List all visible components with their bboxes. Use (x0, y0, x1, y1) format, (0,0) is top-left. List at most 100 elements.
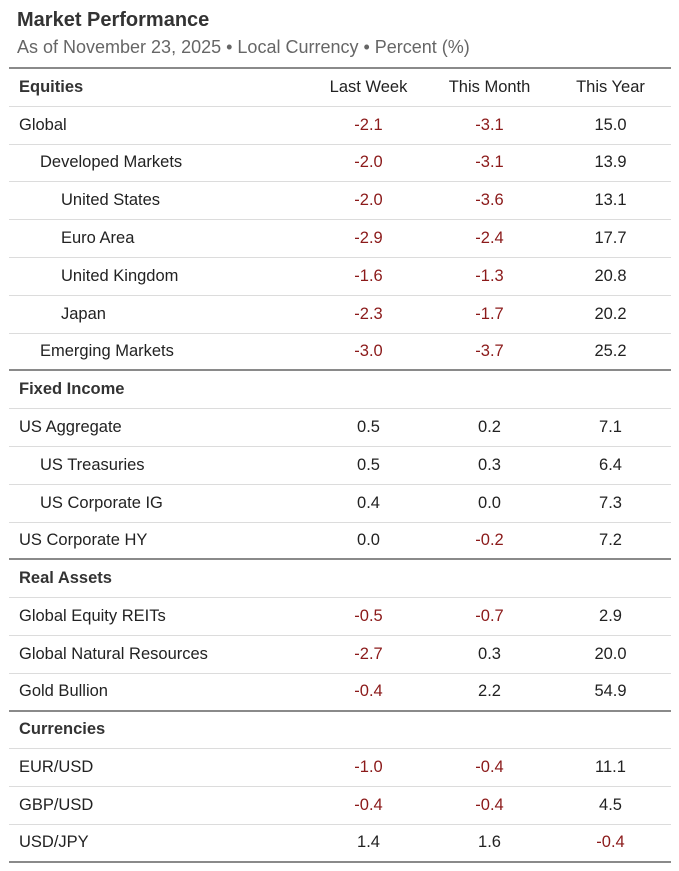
value-cell: -3.7 (475, 341, 504, 360)
row-label: USD/JPY (19, 833, 89, 852)
value-cell: -2.0 (354, 191, 383, 210)
row-label: Euro Area (61, 229, 135, 248)
column-header: Last Week (329, 77, 408, 96)
value-cell: 20.8 (594, 266, 627, 285)
row-label: US Treasuries (40, 455, 145, 474)
row-label: Emerging Markets (40, 341, 174, 360)
value-cell: 17.7 (594, 229, 627, 248)
row-label: Japan (61, 304, 106, 323)
row-label: US Corporate IG (40, 493, 163, 512)
value-cell: -1.7 (475, 304, 504, 323)
data-row: United Kingdom -1.6 -1.3 20.8 (9, 258, 671, 296)
value-cell: -0.4 (475, 796, 504, 815)
value-cell: 2.9 (599, 607, 622, 626)
row-label: US Corporate HY (19, 530, 148, 549)
section-name: Equities (19, 77, 84, 96)
value-cell: 0.5 (357, 418, 380, 437)
section-name: Fixed Income (19, 380, 125, 399)
data-row: Global -2.1 -3.1 15.0 (9, 107, 671, 145)
data-row: Euro Area -2.9 -2.4 17.7 (9, 220, 671, 258)
value-cell: 0.0 (478, 493, 501, 512)
value-cell: 7.2 (599, 530, 622, 549)
row-label: United States (61, 191, 161, 210)
value-cell: -1.0 (354, 758, 383, 777)
section-header-row: Equities Last Week This Month This Year (9, 69, 671, 107)
data-row: Emerging Markets -3.0 -3.7 25.2 (9, 334, 671, 372)
section-name: Currencies (19, 720, 106, 739)
value-cell: -1.3 (475, 266, 504, 285)
value-cell: 1.4 (357, 833, 380, 852)
value-cell: -2.4 (475, 229, 504, 248)
value-cell: -0.2 (475, 530, 504, 549)
row-label: United Kingdom (61, 266, 179, 285)
data-row: USD/JPY 1.4 1.6 -0.4 (9, 825, 671, 863)
data-row: Developed Markets -2.0 -3.1 13.9 (9, 145, 671, 183)
row-label: Global Equity REITs (19, 607, 166, 626)
value-cell: -0.4 (596, 833, 625, 852)
row-label: US Aggregate (19, 418, 122, 437)
data-row: GBP/USD -0.4 -0.4 4.5 (9, 787, 671, 825)
value-cell: 15.0 (594, 115, 627, 134)
value-cell: 13.9 (594, 153, 627, 172)
value-cell: 6.4 (599, 455, 622, 474)
row-label: Gold Bullion (19, 682, 108, 701)
value-cell: -3.1 (475, 153, 504, 172)
title: Market Performance (17, 9, 210, 31)
row-label: GBP/USD (19, 796, 94, 815)
column-header: This Year (576, 77, 645, 96)
value-cell: 0.3 (478, 644, 501, 663)
value-cell: 0.3 (478, 455, 501, 474)
value-cell: -2.7 (354, 644, 383, 663)
value-cell: -0.5 (354, 607, 383, 626)
value-cell: 0.4 (357, 493, 380, 512)
section-header-row: Currencies (9, 712, 671, 750)
section-header-row: Real Assets (9, 560, 671, 599)
data-row: Global Natural Resources -2.7 0.3 20.0 (9, 636, 671, 674)
section-name: Real Assets (19, 569, 112, 588)
data-row: US Corporate HY 0.0 -0.2 7.2 (9, 523, 671, 561)
section-header-row: Fixed Income (9, 371, 671, 410)
data-row: Gold Bullion -0.4 2.2 54.9 (9, 674, 671, 712)
value-cell: 4.5 (599, 796, 622, 815)
value-cell: 7.1 (599, 418, 622, 437)
value-cell: 20.0 (594, 644, 627, 663)
value-cell: -3.0 (354, 341, 383, 360)
data-row: US Treasuries 0.5 0.3 6.4 (9, 447, 671, 485)
row-label: Global (19, 115, 67, 134)
value-cell: -2.0 (354, 153, 383, 172)
value-cell: 0.0 (357, 530, 380, 549)
data-row: US Aggregate 0.5 0.2 7.1 (9, 409, 671, 447)
value-cell: 0.2 (478, 418, 501, 437)
value-cell: 2.2 (478, 682, 501, 701)
table: Equities Last Week This Month This Year Glob… (9, 67, 671, 863)
value-cell: 1.6 (478, 833, 501, 852)
value-cell: 25.2 (594, 341, 627, 360)
value-cell: 0.5 (357, 455, 380, 474)
value-cell: -0.4 (354, 796, 383, 815)
value-cell: 54.9 (594, 682, 627, 701)
data-row: United States -2.0 -3.6 13.1 (9, 182, 671, 221)
row-label: Developed Markets (40, 153, 183, 172)
data-row: US Corporate IG 0.4 0.0 7.3 (9, 485, 671, 523)
value-cell: -0.4 (354, 682, 383, 701)
column-header: This Month (448, 77, 531, 96)
subtitle: As of November 23, 2025 • Local Currency… (17, 37, 470, 57)
data-row: EUR/USD -1.0 -0.4 11.1 (9, 749, 671, 788)
value-cell: 13.1 (594, 191, 627, 210)
value-cell: 20.2 (594, 304, 627, 323)
row-label: Global Natural Resources (19, 644, 208, 663)
value-cell: -3.6 (475, 191, 504, 210)
data-row: Japan -2.3 -1.7 20.2 (9, 296, 671, 334)
data-row: Global Equity REITs -0.5 -0.7 2.9 (9, 598, 671, 636)
value-cell: -3.1 (475, 115, 504, 134)
value-cell: -0.4 (475, 758, 504, 777)
value-cell: -2.9 (354, 229, 383, 248)
value-cell: -2.3 (354, 304, 383, 323)
row-label: EUR/USD (19, 758, 94, 777)
value-cell: 7.3 (599, 493, 622, 512)
value-cell: -1.6 (354, 266, 383, 285)
value-cell: 11.1 (595, 758, 626, 777)
value-cell: -0.7 (475, 607, 504, 626)
value-cell: -2.1 (354, 115, 383, 134)
